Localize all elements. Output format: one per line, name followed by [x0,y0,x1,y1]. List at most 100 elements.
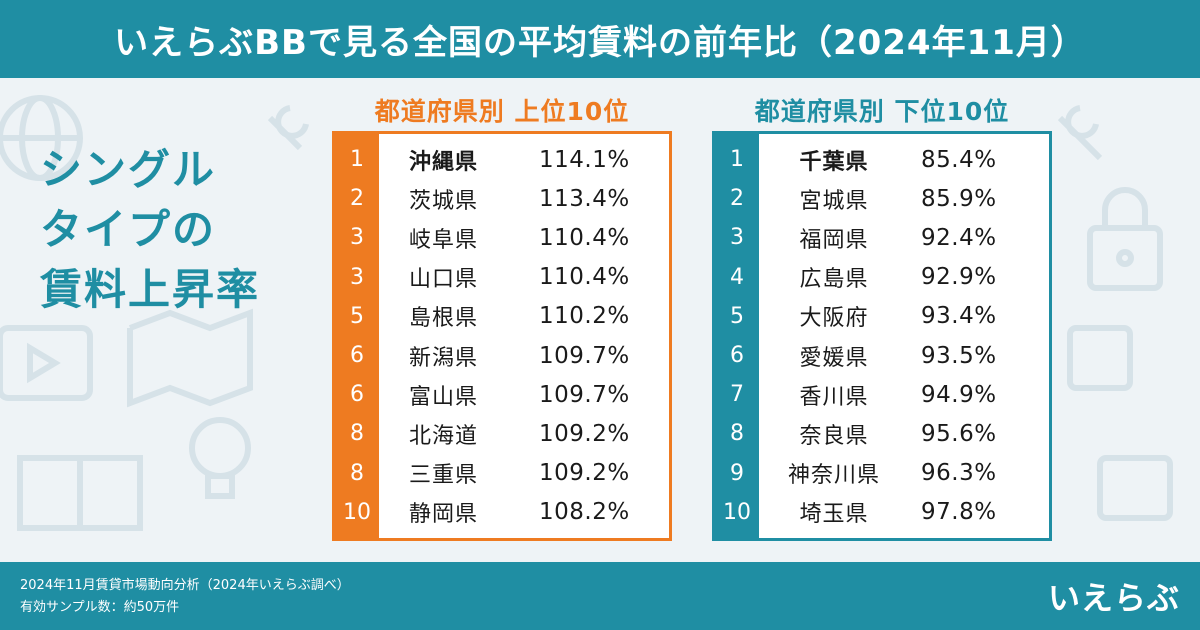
ratio: 109.7% [539,342,630,369]
side-title-line1: シングル [40,145,217,194]
table-row: 2 茨城県 113.4% [335,179,669,218]
prefecture: 奈良県 [799,423,869,449]
header-bar: いえらぶBBで見る全国の平均賃料の前年比（2024年11月） [0,0,1200,78]
table-row: 9 神奈川県 96.3% [715,454,1049,493]
table-row: 5 島根県 110.2% [335,297,669,336]
prefecture: 神奈川県 [787,463,880,489]
prefecture: 富山県 [409,384,479,410]
bottom10-panel: 1 千葉県 85.4% 2 宮城県 85.9% 3 福岡県 92.4% 4 広島県 92.9% … [712,131,1052,541]
table-row: 6 富山県 109.7% [335,375,669,414]
ratio: 85.9% [921,185,997,212]
rank: 2 [730,186,744,212]
side-title-line2: タイプの [40,205,217,254]
lightbulb-icon [189,417,251,499]
rank-strip [715,134,759,538]
table-row: 3 岐阜県 110.4% [335,218,669,257]
prefecture: 愛媛県 [799,345,869,371]
top10-rows: 1 沖縄県 114.1% 2 茨城県 113.4% 3 岐阜県 110.4% 3 山口県 110… [335,140,669,532]
brand-logo: いえらぶ [1047,579,1180,617]
table-row: 10 埼玉県 97.8% [715,493,1049,532]
table-row: 10 静岡県 108.2% [335,493,669,532]
table-row: 3 山口県 110.4% [335,258,669,297]
lock-icon [1087,187,1163,291]
rank: 3 [350,225,364,251]
ratio: 94.9% [921,381,997,408]
globe-icon [0,95,83,181]
table-row: 8 北海道 109.2% [335,414,669,453]
prefecture: 島根県 [409,306,479,332]
rank: 6 [350,343,364,369]
table-row: 5 大阪府 93.4% [715,297,1049,336]
table-row: 1 千葉県 85.4% [715,140,1049,179]
table-row: 7 香川県 94.9% [715,375,1049,414]
prefecture: 三重県 [409,463,479,489]
ratio: 109.2% [539,460,630,487]
side-title: シングル タイプの 賃料上昇率 [40,140,300,320]
ratio: 97.8% [921,499,997,526]
prefecture: 静岡県 [409,502,479,528]
ratio: 113.4% [539,185,630,212]
prefecture: 沖縄県 [409,149,479,175]
table-row: 8 三重県 109.2% [335,454,669,493]
bottom10-rows: 1 千葉県 85.4% 2 宮城県 85.9% 3 福岡県 92.4% 4 広島県 92.9% … [715,140,1049,532]
ratio: 114.1% [539,146,630,173]
source-note: 2024年11月賃貸市場動向分析（2024年いえらぶ調べ） [20,578,350,593]
prefecture: 広島県 [799,267,869,293]
table-row: 6 新潟県 109.7% [335,336,669,375]
rank: 1 [350,147,364,173]
rank: 8 [350,421,364,447]
ratio: 96.3% [921,460,997,487]
bottom10-heading: 都道府県別 下位10位 [754,97,1010,126]
table-row: 2 宮城県 85.9% [715,179,1049,218]
rank: 5 [730,303,744,329]
ratio: 85.4% [921,146,997,173]
prefecture: 宮城県 [799,188,869,214]
ratio: 92.4% [921,224,997,251]
prefecture: 新潟県 [409,345,479,371]
prefecture: 山口県 [409,267,479,293]
table-row: 1 沖縄県 114.1% [335,140,669,179]
rank-strip [335,134,379,538]
rank: 2 [350,186,364,212]
ratio: 108.2% [539,499,630,526]
rank: 10 [723,499,751,525]
table-row: 3 福岡県 92.4% [715,218,1049,257]
rank: 8 [350,460,364,486]
puzzle-icon [1067,325,1173,521]
prefecture: 香川県 [799,384,869,410]
prefecture: 茨城県 [409,188,479,214]
rank: 1 [730,147,744,173]
table-row: 8 奈良県 95.6% [715,414,1049,453]
rank: 9 [730,460,744,486]
rank: 6 [350,382,364,408]
prefecture: 北海道 [409,423,479,449]
background-decoration [0,95,1173,531]
top10-panel: 1 沖縄県 114.1% 2 茨城県 113.4% 3 岐阜県 110.4% 3 山口県 110… [332,131,672,541]
ratio: 110.4% [539,264,630,291]
wrench-icon [267,105,1103,161]
ratio: 93.5% [921,342,997,369]
rank: 3 [730,225,744,251]
prefecture: 千葉県 [799,149,869,175]
rank: 10 [343,499,371,525]
ratio: 109.7% [539,381,630,408]
ratio: 110.2% [539,303,630,330]
footer-bar: 2024年11月賃貸市場動向分析（2024年いえらぶ調べ） 有効サンプル数：約5… [0,562,1200,630]
sample-note: 有効サンプル数：約50万件 [20,600,180,615]
rank: 3 [350,264,364,290]
rank: 5 [350,303,364,329]
rank: 4 [730,264,744,290]
ratio: 109.2% [539,420,630,447]
ratio: 92.9% [921,264,997,291]
ratio: 95.6% [921,420,997,447]
rank: 6 [730,343,744,369]
prefecture: 福岡県 [799,227,869,253]
table-row: 6 愛媛県 93.5% [715,336,1049,375]
ratio: 93.4% [921,303,997,330]
book-icon [17,455,143,531]
map-icon [127,308,253,408]
page-title: いえらぶBBで見る全国の平均賃料の前年比（2024年11月） [114,22,1086,63]
rank: 8 [730,421,744,447]
ratio: 110.4% [539,224,630,251]
top10-heading: 都道府県別 上位10位 [374,97,630,126]
